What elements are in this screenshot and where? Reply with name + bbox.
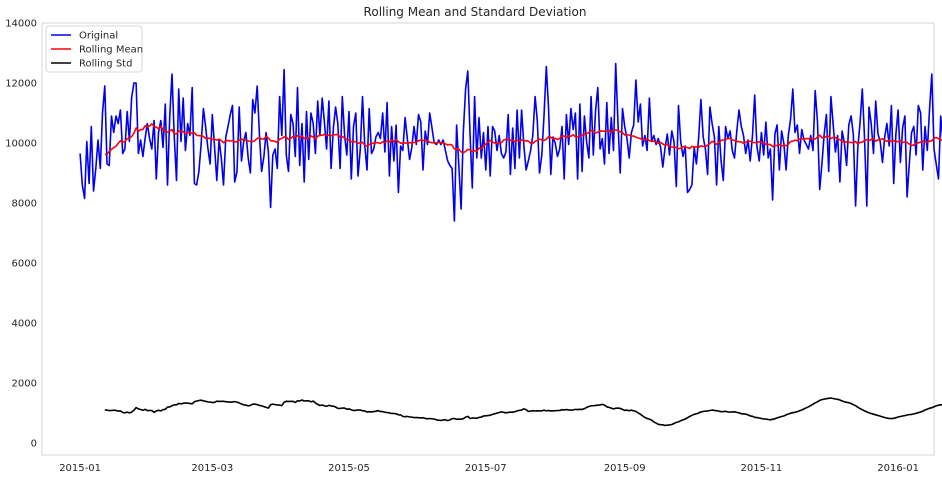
- y-tick-label: 12000: [5, 79, 37, 90]
- y-tick-label: 0: [31, 439, 37, 450]
- x-tick-label: 2015-09: [604, 463, 646, 474]
- x-tick-label: 2015-05: [328, 463, 370, 474]
- chart-title: Rolling Mean and Standard Deviation: [364, 5, 587, 19]
- series-line-original: [79, 62, 942, 222]
- legend-label-rolling-mean: Rolling Mean: [79, 45, 143, 56]
- plot-area: [41, 22, 935, 456]
- y-axis: 0 2000 4000 6000 8000 10000 12000 14000: [5, 19, 37, 450]
- legend-label-rolling-std: Rolling Std: [79, 59, 132, 70]
- y-tick-label: 10000: [5, 139, 37, 150]
- series-line-rolling-std: [104, 397, 942, 427]
- y-tick-label: 2000: [12, 379, 37, 390]
- x-tick-label: 2015-07: [465, 463, 507, 474]
- series-layer: [79, 62, 942, 427]
- y-tick-label: 8000: [12, 199, 37, 210]
- x-tick-label: 2016-01: [877, 463, 919, 474]
- x-tick-label: 2015-11: [741, 463, 783, 474]
- y-tick-label: 4000: [12, 319, 37, 330]
- legend-label-original: Original: [79, 31, 118, 42]
- x-tick-label: 2015-01: [59, 463, 101, 474]
- legend-box: [45, 25, 143, 73]
- x-tick-label: 2015-03: [191, 463, 233, 474]
- y-tick-label: 6000: [12, 259, 37, 270]
- series-line-rolling-mean: [104, 123, 942, 156]
- y-tick-label: 14000: [5, 19, 37, 30]
- legend: Original Rolling Mean Rolling Std: [45, 25, 143, 73]
- x-axis: 2015-01 2015-03 2015-05 2015-07 2015-09 2015-…: [59, 463, 919, 474]
